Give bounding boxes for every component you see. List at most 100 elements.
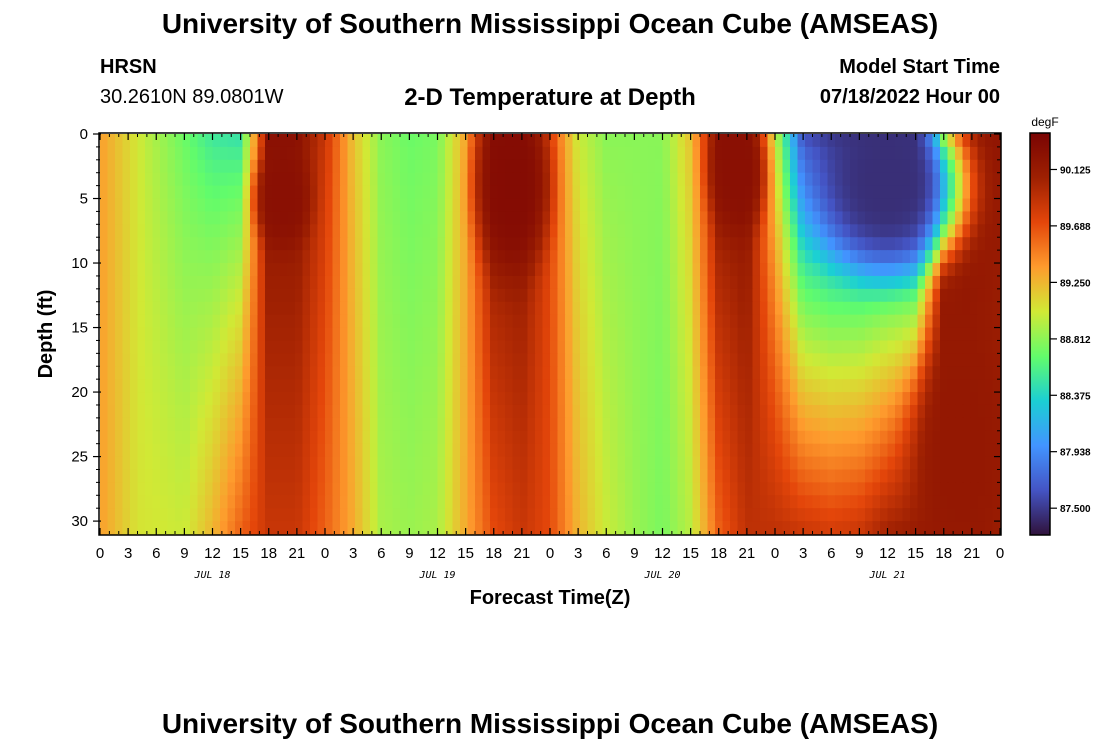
heat-cell (250, 301, 259, 316)
heat-cell (872, 495, 881, 509)
heat-cell (520, 211, 529, 225)
heat-cell (227, 495, 236, 509)
heat-cell (880, 417, 889, 432)
heat-cell (415, 159, 424, 174)
heat-cell (535, 353, 544, 367)
heat-cell (655, 340, 664, 354)
heat-cell (542, 172, 551, 187)
heat-cell (557, 404, 566, 419)
heat-cell (122, 327, 131, 342)
heat-cell (122, 430, 131, 445)
heat-cell (925, 430, 934, 445)
heat-cell (947, 379, 956, 393)
heat-cell (940, 521, 949, 535)
heat-cell (925, 159, 934, 174)
heat-cell (385, 392, 394, 406)
heat-cell (100, 353, 109, 367)
heat-cell (145, 417, 154, 432)
heat-cell (527, 366, 536, 380)
heat-cell (662, 443, 671, 458)
heat-cell (295, 146, 304, 161)
heat-cell (797, 250, 806, 264)
heat-cell (812, 392, 821, 406)
heatmap-chart: 0 3 6 9 12 15 18 21 0 3 6 9 12 15 18 21 0 3 6 9 12 15 18 21 0 3 6 9… (35, 115, 1091, 609)
heat-cell (557, 456, 566, 471)
x-tick-label: 12 (429, 545, 446, 562)
heat-cell (910, 366, 919, 380)
heat-cell (475, 379, 484, 393)
heat-cell (955, 353, 964, 367)
heat-cell (587, 327, 596, 342)
heat-cell (670, 172, 679, 187)
heat-cell (332, 443, 341, 458)
heat-cell (392, 211, 401, 225)
heat-cell (550, 314, 559, 329)
heat-cell (122, 159, 131, 174)
heat-cell (587, 250, 596, 264)
heat-cell (610, 314, 619, 329)
heat-cell (100, 263, 109, 277)
heat-cell (925, 172, 934, 187)
heat-cell (625, 392, 634, 406)
heat-cell (692, 482, 701, 496)
heat-cell (385, 301, 394, 316)
heat-cell (797, 211, 806, 225)
heat-cell (287, 288, 296, 303)
heat-cell (902, 340, 911, 354)
heat-cell (437, 301, 446, 316)
heat-cell (617, 224, 626, 238)
heat-cell (452, 404, 461, 419)
y-tick-label: 5 (80, 191, 88, 208)
heat-cell (527, 275, 536, 290)
heat-cell (310, 172, 319, 187)
heat-cell (467, 250, 476, 264)
heat-cell (812, 159, 821, 174)
heat-cell (242, 301, 251, 316)
heat-cell (452, 366, 461, 380)
heat-cell (640, 392, 649, 406)
heat-cell (932, 198, 941, 213)
heat-cell (527, 417, 536, 432)
heat-cell (947, 366, 956, 380)
heat-cell (827, 301, 836, 316)
heat-cell (182, 366, 191, 380)
heat-cell (962, 456, 971, 471)
heat-cell (917, 314, 926, 329)
heat-cell (610, 366, 619, 380)
x-tick-label: 0 (546, 545, 554, 562)
heat-cell (887, 327, 896, 342)
heat-cell (632, 404, 641, 419)
heat-cell (235, 340, 244, 354)
heat-cell (797, 172, 806, 187)
heat-cell (557, 224, 566, 238)
heat-cell (182, 185, 191, 200)
heat-cell (160, 275, 169, 290)
heat-cell (460, 469, 469, 483)
heat-cell (107, 172, 116, 187)
heat-cell (595, 237, 604, 251)
heat-cell (955, 159, 964, 174)
heat-cell (595, 353, 604, 367)
heat-cell (497, 134, 506, 148)
heat-cell (460, 327, 469, 342)
heat-cell (295, 288, 304, 303)
heat-cell (235, 404, 244, 419)
heat-cell (542, 495, 551, 509)
heat-cell (475, 392, 484, 406)
heat-cell (715, 250, 724, 264)
heat-cell (460, 314, 469, 329)
heat-cell (917, 379, 926, 393)
heat-cell (460, 404, 469, 419)
heat-cell (992, 379, 1001, 393)
heat-cell (752, 404, 761, 419)
heat-cell (272, 288, 281, 303)
heat-cell (565, 469, 574, 483)
heat-cell (175, 443, 184, 458)
heat-cell (932, 134, 941, 148)
heat-cell (160, 263, 169, 277)
heat-cell (617, 430, 626, 445)
heat-cell (670, 288, 679, 303)
heat-cell (242, 495, 251, 509)
heat-cell (745, 443, 754, 458)
heat-cell (257, 404, 266, 419)
